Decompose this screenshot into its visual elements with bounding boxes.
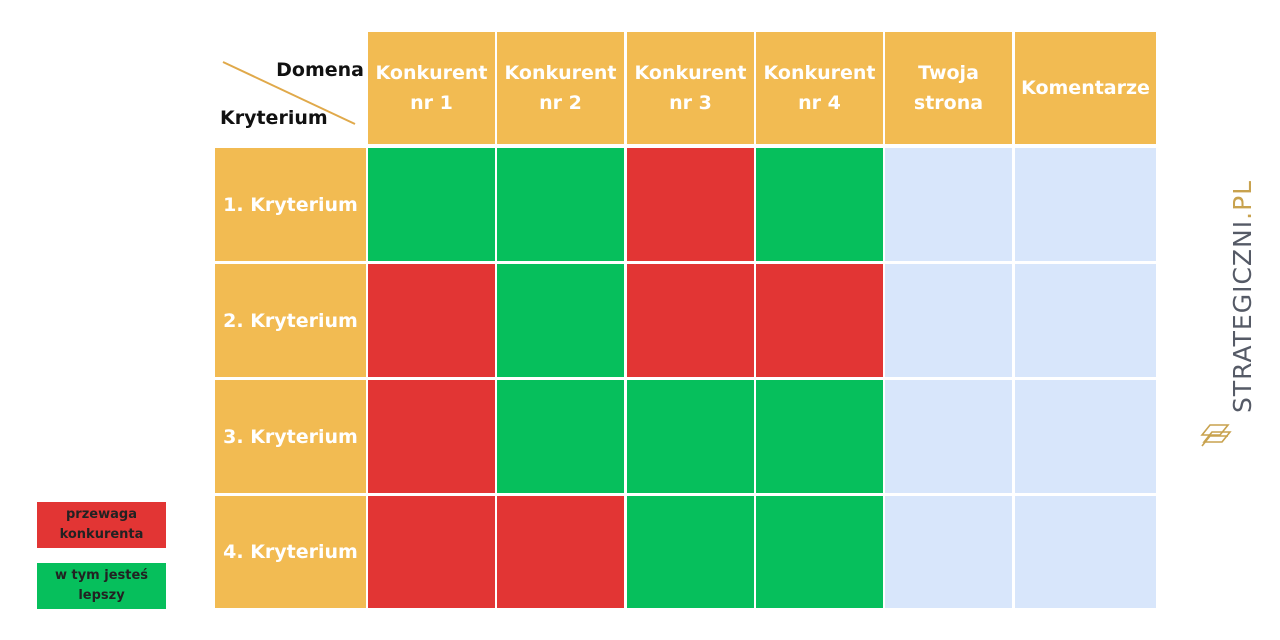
brand-name: STRATEGICZNI.PL bbox=[1228, 180, 1257, 413]
diagonal-divider bbox=[222, 61, 356, 125]
matrix-cell-empty bbox=[1015, 496, 1156, 608]
matrix-cell-empty bbox=[885, 496, 1012, 608]
matrix-cell-competitor bbox=[627, 264, 754, 377]
matrix-cell-better bbox=[368, 148, 495, 261]
brand-name-main: STRATEGICZNI bbox=[1228, 219, 1257, 413]
matrix-cell-competitor bbox=[756, 264, 883, 377]
column-header: Konkurent nr 1 bbox=[368, 32, 495, 144]
matrix-cell-better bbox=[497, 264, 624, 377]
matrix-cell-competitor bbox=[368, 380, 495, 493]
row-label: 4. Kryterium bbox=[215, 496, 366, 608]
matrix-cell-better bbox=[497, 380, 624, 493]
matrix-cell-better bbox=[627, 380, 754, 493]
corner-criterion-label: Kryterium bbox=[220, 107, 328, 129]
corner-domain-label: Domena bbox=[276, 59, 364, 81]
matrix-cell-better bbox=[756, 496, 883, 608]
brand-logo-icon bbox=[1200, 424, 1232, 447]
legend-item-better: w tym jesteś lepszy bbox=[37, 563, 166, 609]
matrix-cell-better bbox=[627, 496, 754, 608]
matrix-cell-empty bbox=[1015, 148, 1156, 261]
column-header: Konkurent nr 4 bbox=[756, 32, 883, 144]
matrix-cell-empty bbox=[1015, 264, 1156, 377]
row-label: 3. Kryterium bbox=[215, 380, 366, 493]
matrix-cell-empty bbox=[1015, 380, 1156, 493]
row-label: 1. Kryterium bbox=[215, 148, 366, 261]
brand-name-suffix: .PL bbox=[1228, 179, 1257, 220]
column-header: Konkurent nr 2 bbox=[497, 32, 624, 144]
matrix-cell-competitor bbox=[497, 496, 624, 608]
matrix-cell-better bbox=[756, 148, 883, 261]
matrix-cell-competitor bbox=[368, 496, 495, 608]
column-header: Komentarze bbox=[1015, 32, 1156, 144]
column-header: Konkurent nr 3 bbox=[627, 32, 754, 144]
matrix-cell-empty bbox=[885, 264, 1012, 377]
row-label: 2. Kryterium bbox=[215, 264, 366, 377]
corner-header: Domena Kryterium bbox=[215, 32, 366, 144]
column-header: Twoja strona bbox=[885, 32, 1012, 144]
matrix-cell-better bbox=[497, 148, 624, 261]
matrix-cell-empty bbox=[885, 380, 1012, 493]
matrix-cell-competitor bbox=[368, 264, 495, 377]
matrix-cell-better bbox=[756, 380, 883, 493]
legend-item-competitor: przewaga konkurenta bbox=[37, 502, 166, 548]
matrix-cell-competitor bbox=[627, 148, 754, 261]
matrix-cell-empty bbox=[885, 148, 1012, 261]
